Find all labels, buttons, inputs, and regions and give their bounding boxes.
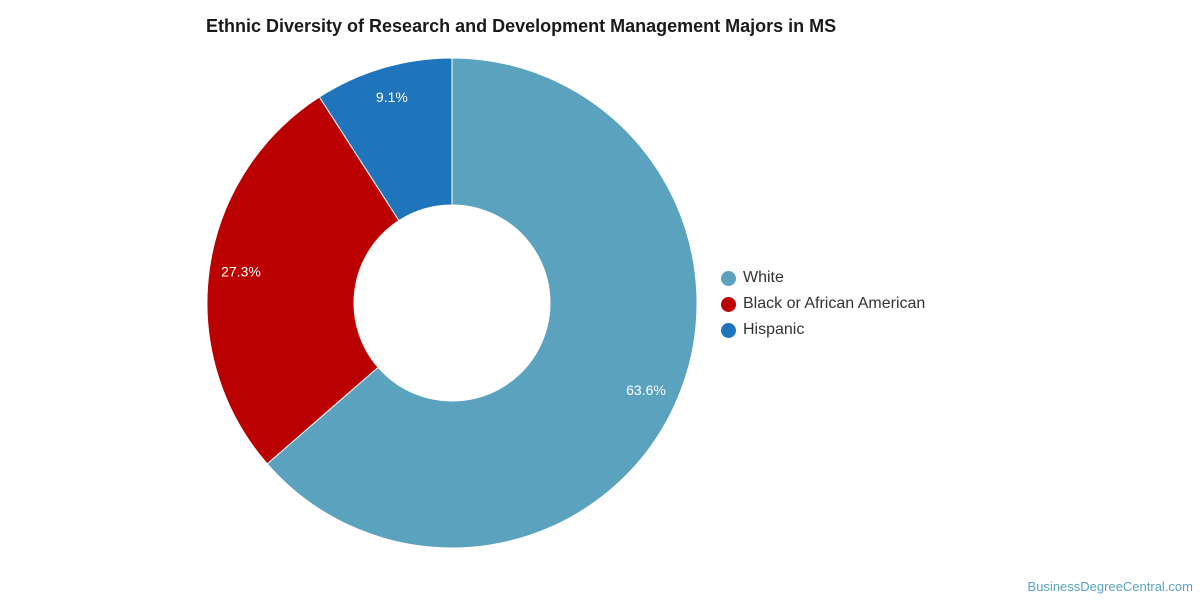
legend-item-black-or-african-american[interactable]: Black or African American [721, 291, 925, 317]
data-label-black-or-african-american: 27.3% [221, 264, 261, 280]
legend-item-white[interactable]: White [721, 265, 925, 291]
legend-swatch-black-or-african-american [721, 296, 736, 312]
chart-legend: White Black or African American Hispanic [721, 265, 925, 343]
legend-swatch-hispanic [721, 322, 736, 338]
slice-black-or-african-american[interactable] [206, 96, 400, 465]
legend-item-hispanic[interactable]: Hispanic [721, 317, 925, 343]
slice-white[interactable] [266, 57, 698, 549]
data-label-white: 63.6% [626, 382, 666, 398]
chart-title: Ethnic Diversity of Research and Develop… [206, 16, 837, 36]
footer-credit-link[interactable]: BusinessDegreeCentral.com [1027, 579, 1193, 594]
slice-hispanic[interactable] [318, 57, 453, 222]
legend-label-white: White [743, 269, 784, 286]
legend-label-hispanic: Hispanic [743, 321, 805, 338]
legend-label-black-or-african-american: Black or African American [743, 295, 926, 312]
legend-swatch-white [721, 270, 736, 286]
data-label-hispanic: 9.1% [376, 89, 408, 105]
